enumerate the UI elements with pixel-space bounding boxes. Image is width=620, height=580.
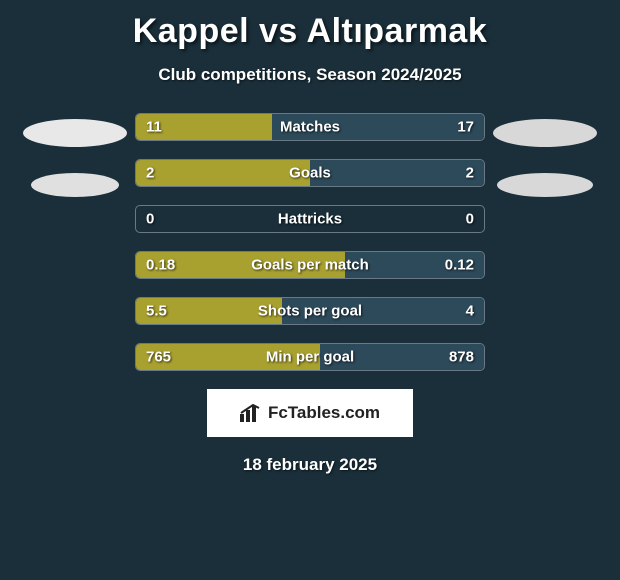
stat-value-left: 5.5 xyxy=(146,303,167,320)
team-logo-placeholder xyxy=(497,173,593,197)
site-logo: FcTables.com xyxy=(207,389,413,437)
stat-value-left: 0 xyxy=(146,211,154,228)
chart-icon xyxy=(240,404,262,422)
stat-row: 5.5 4 Shots per goal xyxy=(135,297,485,325)
stat-value-left: 11 xyxy=(146,119,162,136)
stat-value-right: 2 xyxy=(466,165,474,182)
stat-value-right: 4 xyxy=(466,303,474,320)
stat-value-left: 0.18 xyxy=(146,257,175,274)
stat-row: 765 878 Min per goal xyxy=(135,343,485,371)
stat-label: Goals xyxy=(289,165,331,182)
stat-row: 11 17 Matches xyxy=(135,113,485,141)
comparison-infographic: Kappel vs Altıparmak Club competitions, … xyxy=(0,0,620,475)
stat-row: 0 0 Hattricks xyxy=(135,205,485,233)
player-photo-placeholder xyxy=(23,119,127,147)
stat-value-left: 765 xyxy=(146,349,171,366)
left-player-col xyxy=(15,113,135,223)
stat-value-left: 2 xyxy=(146,165,154,182)
stat-label: Hattricks xyxy=(278,211,342,228)
stat-label: Goals per match xyxy=(251,257,369,274)
team-logo-placeholder xyxy=(31,173,119,197)
page-subtitle: Club competitions, Season 2024/2025 xyxy=(158,65,461,85)
stat-value-right: 0 xyxy=(466,211,474,228)
page-title: Kappel vs Altıparmak xyxy=(133,12,488,51)
stat-label: Matches xyxy=(280,119,340,136)
stat-label: Min per goal xyxy=(266,349,354,366)
stat-fill-left xyxy=(136,160,310,186)
stat-value-right: 878 xyxy=(449,349,474,366)
stat-fill-right xyxy=(310,160,484,186)
stat-value-right: 17 xyxy=(457,119,474,136)
right-player-col xyxy=(485,113,605,223)
site-logo-text: FcTables.com xyxy=(268,403,380,423)
stat-label: Shots per goal xyxy=(258,303,362,320)
stat-bars: 11 17 Matches 2 2 Goals 0 0 Hattricks 0.18 0.12 Goa… xyxy=(135,113,485,371)
stat-row: 0.18 0.12 Goals per match xyxy=(135,251,485,279)
player-photo-placeholder xyxy=(493,119,597,147)
stat-value-right: 0.12 xyxy=(445,257,474,274)
date-label: 18 february 2025 xyxy=(243,455,377,475)
stats-area: 11 17 Matches 2 2 Goals 0 0 Hattricks 0.18 0.12 Goa… xyxy=(0,113,620,371)
stat-row: 2 2 Goals xyxy=(135,159,485,187)
